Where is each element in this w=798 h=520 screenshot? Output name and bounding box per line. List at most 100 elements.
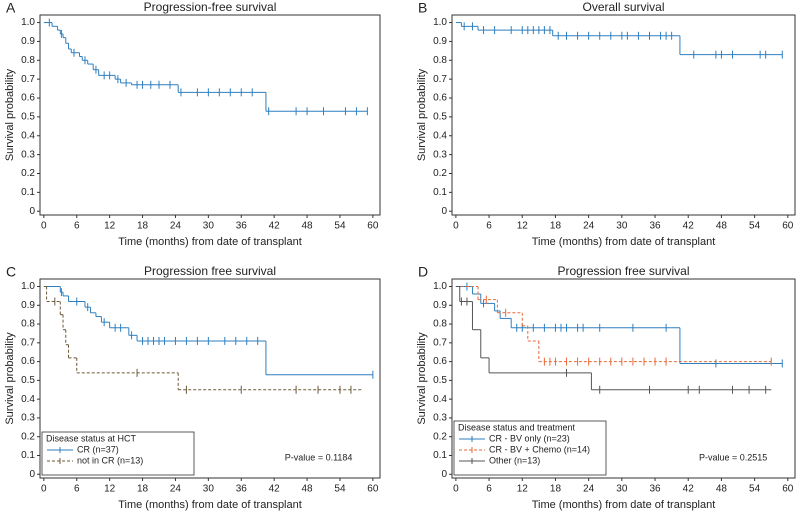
y-tick-label: 0.5 (21, 112, 35, 123)
legend-title: Disease status and treatment (458, 422, 576, 432)
x-tick-label: 12 (517, 484, 529, 495)
x-tick-label: 0 (453, 484, 459, 495)
x-axis-label: Time (months) from date of transplant (532, 499, 716, 511)
x-axis-label: Time (months) from date of transplant (532, 236, 716, 248)
x-tick-label: 0 (453, 221, 459, 232)
y-tick-label: 1.0 (21, 17, 35, 28)
legend-label: CR - BV + Chemo (n=14) (489, 444, 590, 454)
plot-frame (39, 278, 381, 479)
y-tick-label: 0.3 (433, 413, 447, 424)
y-tick-label: 0.1 (21, 187, 35, 198)
y-tick-label: 0.3 (433, 149, 447, 160)
y-tick-label: 0.5 (21, 375, 35, 386)
y-tick-label: 0 (441, 206, 447, 217)
panel-label: A (6, 0, 16, 16)
x-tick-label: 60 (782, 484, 794, 495)
panel-label: B (418, 0, 427, 16)
y-tick-label: 0.7 (433, 74, 447, 85)
y-tick-label: 0.9 (433, 36, 447, 47)
y-tick-label: 0.7 (21, 337, 35, 348)
x-tick-label: 24 (170, 484, 182, 495)
chart-title: Progression-free survival (144, 0, 277, 14)
x-tick-label: 60 (367, 484, 379, 495)
y-tick-label: 0.2 (433, 168, 447, 179)
x-tick-label: 36 (236, 484, 248, 495)
x-tick-label: 54 (334, 221, 346, 232)
legend-title: Disease status at HCT (46, 433, 137, 443)
x-tick-label: 24 (583, 484, 595, 495)
x-tick-label: 60 (367, 221, 379, 232)
y-tick-label: 0.8 (21, 319, 35, 330)
y-tick-label: 0.9 (433, 300, 447, 311)
x-tick-label: 48 (302, 221, 314, 232)
x-tick-label: 54 (749, 221, 761, 232)
x-tick-label: 42 (683, 484, 695, 495)
legend-label: CR (n=37) (77, 444, 119, 454)
y-tick-label: 0.2 (21, 431, 35, 442)
x-tick-label: 0 (41, 221, 47, 232)
y-tick-label: 0.7 (433, 337, 447, 348)
x-tick-label: 48 (716, 484, 728, 495)
chart-title: Progression free survival (557, 264, 689, 278)
legend-box (453, 420, 607, 476)
y-axis-label: Survival probability (4, 68, 16, 161)
y-axis-label: Survival probability (416, 332, 428, 425)
panel-label: C (6, 264, 16, 280)
x-tick-label: 6 (486, 221, 492, 232)
y-tick-label: 0 (29, 206, 35, 217)
y-tick-label: 0.7 (21, 74, 35, 85)
panel-label: D (418, 264, 428, 280)
y-tick-label: 0.8 (433, 319, 447, 330)
y-tick-label: 0.6 (21, 356, 35, 367)
y-axis-label: Survival probability (4, 332, 16, 425)
x-tick-label: 12 (104, 484, 116, 495)
x-tick-label: 30 (616, 221, 628, 232)
y-tick-label: 0.1 (433, 450, 447, 461)
x-tick-label: 60 (782, 221, 794, 232)
y-tick-label: 0.6 (433, 356, 447, 367)
x-tick-label: 36 (236, 221, 248, 232)
y-tick-label: 0.8 (433, 55, 447, 66)
y-tick-label: 0.3 (21, 413, 35, 424)
legend-label: CR - BV only (n=23) (489, 433, 570, 443)
y-tick-label: 0.5 (433, 375, 447, 386)
plot-frame (451, 278, 796, 479)
x-tick-label: 18 (550, 221, 562, 232)
legend-label: Other (n=13) (489, 455, 540, 465)
y-tick-label: 0 (441, 469, 447, 480)
y-axis-label: Survival probability (416, 68, 428, 161)
x-tick-label: 48 (716, 221, 728, 232)
x-tick-label: 36 (649, 484, 661, 495)
y-tick-label: 0 (29, 469, 35, 480)
x-tick-label: 12 (104, 221, 116, 232)
x-tick-label: 6 (74, 221, 80, 232)
y-tick-label: 0.4 (433, 394, 447, 405)
y-tick-label: 1.0 (433, 17, 447, 28)
plot-frame (39, 14, 381, 216)
x-tick-label: 24 (170, 221, 182, 232)
y-tick-label: 0.3 (21, 149, 35, 160)
y-tick-label: 0.4 (433, 130, 447, 141)
y-tick-label: 0.2 (433, 431, 447, 442)
x-tick-label: 54 (749, 484, 761, 495)
x-axis-label: Time (months) from date of transplant (118, 236, 302, 248)
y-tick-label: 0.9 (21, 300, 35, 311)
x-tick-label: 30 (616, 484, 628, 495)
y-tick-label: 0.2 (21, 168, 35, 179)
x-tick-label: 12 (517, 221, 529, 232)
x-tick-label: 42 (683, 221, 695, 232)
x-tick-label: 0 (41, 484, 47, 495)
x-tick-label: 54 (334, 484, 346, 495)
x-tick-label: 18 (550, 484, 562, 495)
legend-box (41, 431, 195, 476)
legend-label: not in CR (n=13) (77, 455, 143, 465)
y-tick-label: 0.4 (21, 130, 35, 141)
x-tick-label: 42 (269, 221, 281, 232)
x-tick-label: 18 (137, 484, 149, 495)
y-tick-label: 0.5 (433, 112, 447, 123)
x-tick-label: 36 (649, 221, 661, 232)
x-tick-label: 6 (486, 484, 492, 495)
x-tick-label: 42 (269, 484, 281, 495)
y-tick-label: 0.1 (433, 187, 447, 198)
